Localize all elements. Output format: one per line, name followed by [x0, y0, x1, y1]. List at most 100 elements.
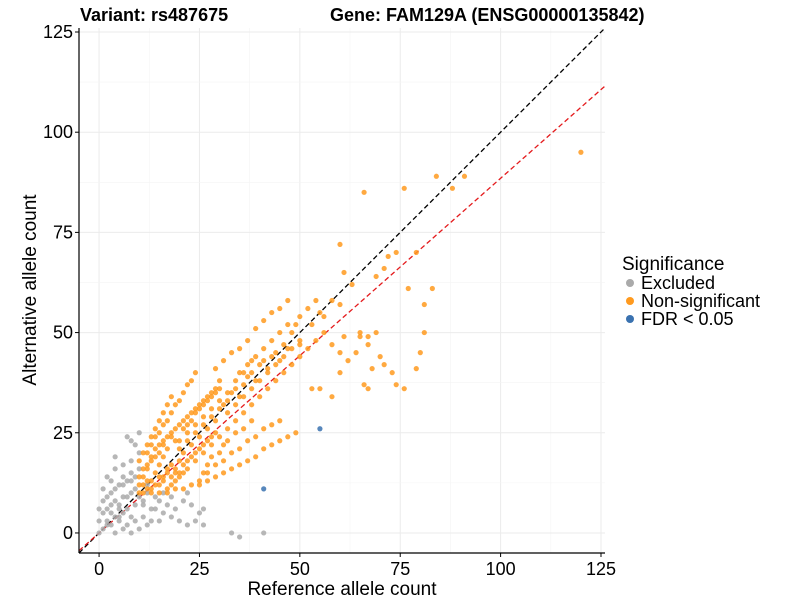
- point-excluded: [132, 486, 138, 492]
- point-excluded: [152, 494, 158, 500]
- point-non-significant: [148, 458, 154, 464]
- point-non-significant: [317, 386, 323, 392]
- point-non-significant: [168, 434, 174, 440]
- point-non-significant: [337, 241, 343, 248]
- point-non-significant: [192, 450, 199, 456]
- point-non-significant: [341, 333, 347, 340]
- point-non-significant: [208, 394, 215, 400]
- point-non-significant: [192, 422, 199, 428]
- point-excluded: [112, 466, 118, 472]
- point-non-significant: [144, 462, 150, 468]
- point-non-significant: [188, 410, 195, 416]
- point-non-significant: [421, 301, 427, 308]
- point-non-significant: [433, 173, 439, 179]
- point-non-significant: [160, 410, 166, 416]
- point-non-significant: [176, 446, 182, 452]
- point-non-significant: [188, 454, 195, 460]
- point-excluded: [112, 498, 118, 504]
- point-non-significant: [285, 346, 291, 352]
- point-non-significant: [228, 390, 235, 396]
- point-non-significant: [389, 370, 395, 376]
- point-excluded: [237, 534, 243, 540]
- point-non-significant: [365, 386, 371, 392]
- tick-labels: 0 25 50 75 100 125 0 25 50 75 100 125: [43, 22, 616, 579]
- point-non-significant: [136, 482, 142, 488]
- point-excluded: [156, 498, 162, 504]
- point-non-significant: [140, 466, 146, 472]
- point-non-significant: [337, 301, 343, 308]
- axes: [78, 28, 605, 554]
- point-non-significant: [192, 370, 199, 376]
- point-non-significant: [285, 321, 291, 328]
- point-excluded: [132, 442, 138, 448]
- point-excluded: [100, 498, 106, 504]
- x-tick-label: 125: [586, 559, 616, 579]
- point-non-significant: [285, 434, 291, 440]
- point-non-significant: [381, 265, 387, 272]
- point-non-significant: [249, 418, 255, 424]
- point-excluded: [108, 478, 114, 484]
- point-non-significant: [156, 474, 162, 480]
- point-excluded: [100, 526, 106, 532]
- point-non-significant: [176, 398, 182, 404]
- point-non-significant: [140, 450, 146, 456]
- legend-key-fdr-0-05: [626, 315, 634, 323]
- point-non-significant: [313, 297, 319, 304]
- point-non-significant: [417, 350, 423, 356]
- point-non-significant: [216, 378, 223, 384]
- point-non-significant: [461, 173, 468, 179]
- legend-key-non-significant: [626, 297, 634, 305]
- legend-label-excluded: Excluded: [641, 273, 715, 293]
- point-non-significant: [321, 313, 327, 320]
- point-excluded: [132, 518, 138, 524]
- point-non-significant: [152, 426, 158, 432]
- point-non-significant: [212, 390, 219, 396]
- point-non-significant: [188, 482, 195, 488]
- point-non-significant: [228, 450, 235, 456]
- point-non-significant: [337, 370, 343, 376]
- point-non-significant: [220, 470, 227, 476]
- point-non-significant: [277, 305, 283, 312]
- y-tick-label: 50: [53, 323, 73, 343]
- point-excluded: [104, 518, 110, 524]
- point-non-significant: [140, 490, 146, 496]
- point-non-significant: [208, 390, 215, 396]
- grid-lines: [79, 28, 605, 553]
- point-non-significant: [208, 414, 215, 420]
- point-non-significant: [192, 406, 199, 412]
- point-non-significant: [273, 378, 279, 384]
- point-excluded: [136, 466, 142, 472]
- point-non-significant: [253, 354, 259, 360]
- point-non-significant: [200, 450, 207, 456]
- point-non-significant: [249, 370, 255, 376]
- point-non-significant: [204, 394, 211, 400]
- point-non-significant: [273, 350, 279, 356]
- point-non-significant: [361, 189, 367, 195]
- point-non-significant: [237, 394, 243, 400]
- point-excluded: [160, 510, 166, 516]
- point-non-significant: [421, 329, 427, 336]
- point-excluded: [196, 510, 203, 516]
- point-non-significant: [160, 422, 166, 428]
- point-excluded: [112, 454, 118, 460]
- point-non-significant: [329, 394, 335, 400]
- point-non-significant: [160, 454, 166, 460]
- point-non-significant: [228, 466, 235, 472]
- point-non-significant: [156, 418, 162, 424]
- point-non-significant: [401, 185, 407, 191]
- point-non-significant: [208, 454, 215, 460]
- point-non-significant: [208, 434, 215, 440]
- point-non-significant: [237, 462, 243, 468]
- point-excluded: [116, 518, 122, 524]
- point-non-significant: [224, 398, 231, 404]
- point-non-significant: [164, 434, 170, 440]
- point-non-significant: [261, 426, 267, 432]
- point-non-significant: [144, 442, 150, 448]
- point-non-significant: [257, 378, 263, 384]
- point-non-significant: [148, 434, 154, 440]
- point-non-significant: [317, 309, 323, 316]
- point-non-significant: [329, 297, 335, 304]
- point-non-significant: [196, 434, 203, 440]
- point-non-significant: [261, 346, 267, 352]
